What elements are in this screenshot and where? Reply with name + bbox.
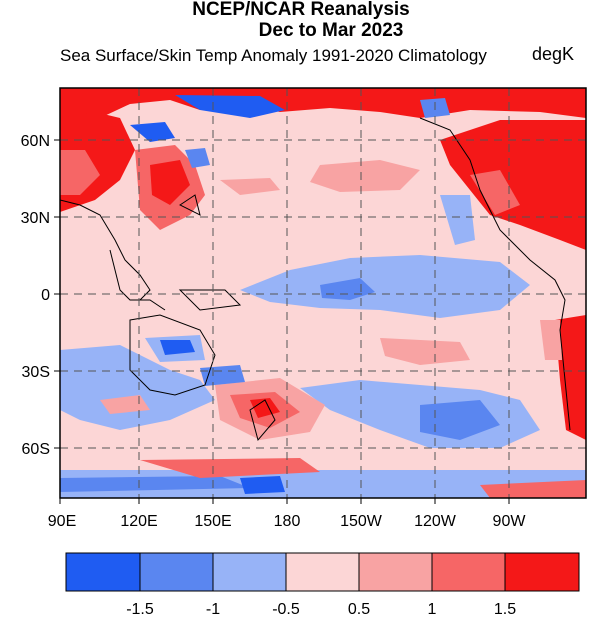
asia-warm-inner [60,150,100,195]
lon-label: 150E [194,513,231,530]
lon-label: 150W [340,513,383,530]
colorbar-label: 1 [428,601,437,617]
so-warm-east [480,480,586,498]
indian-cool-2 [200,365,245,386]
colorbar-swatch [140,553,213,591]
lat-label: 30S [22,364,50,381]
lat-labels: 60N 30N 0 30S 60S [21,133,50,458]
chile-warm [555,315,586,440]
title-line-1: NCEP/NCAR Reanalysis [192,0,410,20]
colorbar-swatch [213,553,286,591]
lon-label: 90W [493,513,527,530]
npac-warm-2 [220,178,280,195]
colorbar-label: 1.5 [494,601,516,617]
colorbar: -1.5 -1 -0.5 0.5 1 1.5 [65,552,580,617]
colorbar-label: 0.5 [348,601,370,617]
aus-cool-core [160,340,195,355]
so-warm-band [140,458,320,478]
lon-label: 180 [274,513,301,530]
npac-warm [310,160,420,192]
lat-label: 60N [21,133,50,150]
na-warm [440,120,586,250]
colorbar-swatch [286,553,359,591]
okhotsk-cool [130,122,175,142]
colorbar-swatch [66,553,140,591]
graticule [60,88,586,498]
tasman-warm-core [250,398,280,418]
peru-warm [540,320,562,360]
so-cool-core [240,476,285,494]
coastlines [60,117,571,442]
colorbar-swatch [359,553,432,591]
so-cool-band-2 [60,476,250,492]
ticks [54,139,510,504]
lat-label: 60S [22,441,50,458]
lon-label: 120E [120,513,157,530]
indian-cool [60,345,215,430]
spac-cool-core [420,400,500,440]
lon-label: 90E [48,513,76,530]
cal-cool [440,195,475,245]
anomaly-field [60,88,586,498]
spac-warm [380,338,470,365]
units-label: degK [532,44,575,64]
colorbar-swatch [432,553,505,591]
colorbar-frame [65,552,580,592]
lat-label: 0 [41,287,50,304]
lon-labels: 90E 120E 150E 180 150W 120W 90W [48,513,527,530]
colorbar-label: -1 [206,601,220,617]
colorbar-label: -1.5 [126,601,154,617]
japan-warm-core [150,160,190,205]
colorbar-swatch [505,553,579,591]
map-frame [59,87,587,499]
na-warm-inner [470,170,520,215]
arctic-cool [175,95,285,118]
kuril-cool [185,148,210,168]
lat-label: 30N [21,210,50,227]
title-line-2: Dec to Mar 2023 [258,20,404,41]
indian-warm [100,395,150,414]
lon-label: 120W [414,513,457,530]
colorbar-label: -0.5 [272,601,300,617]
subtitle: Sea Surface/Skin Temp Anomaly 1991-2020 … [60,46,487,65]
enso-cool [240,255,530,318]
